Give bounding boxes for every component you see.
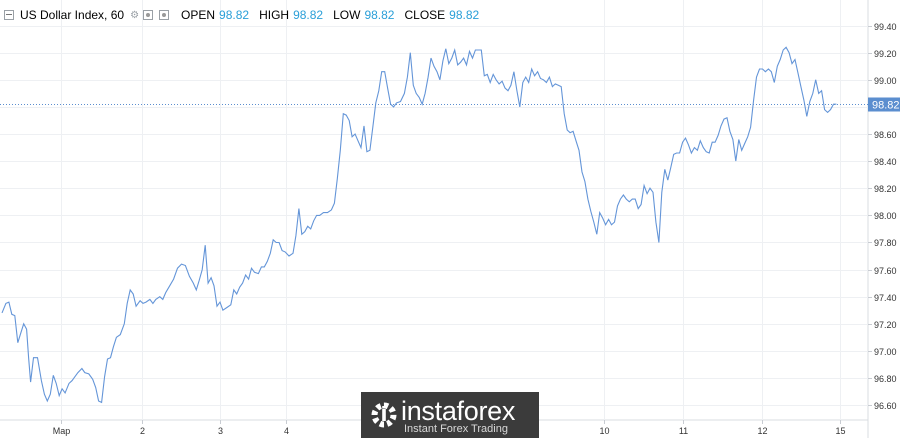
high-label: HIGH xyxy=(259,8,290,22)
x-tick-label: 3 xyxy=(218,426,223,436)
y-tick-label: 98.40 xyxy=(874,157,897,167)
settings-icon[interactable]: ⚙ xyxy=(130,9,140,21)
y-tick-label: 97.80 xyxy=(874,238,897,248)
instaforex-logo-icon xyxy=(371,402,397,428)
high-value: 98.82 xyxy=(293,8,324,22)
low-value: 98.82 xyxy=(364,8,395,22)
current-price-tag xyxy=(868,97,900,112)
x-tick-label: 10 xyxy=(599,426,609,436)
y-tick-label: 98.60 xyxy=(874,130,897,140)
y-axis: 96.60 96.80 97.00 97.20 97.40 97.60 97.80 98.00… xyxy=(868,22,897,411)
chart-legend: US Dollar Index, 60 ⚙ OPEN 98.82 HIGH 98… xyxy=(4,8,479,22)
open-label: OPEN xyxy=(181,8,216,22)
x-tick-label: 15 xyxy=(835,426,845,436)
close-label: CLOSE xyxy=(404,8,446,22)
x-tick-label: 4 xyxy=(284,426,289,436)
x-tick-label: 11 xyxy=(679,426,688,436)
current-price-label: 98.82 xyxy=(872,100,900,112)
instaforex-watermark: instaforex Instant Forex Trading xyxy=(361,392,539,438)
y-tick-label: 98.20 xyxy=(874,184,897,194)
y-tick-label: 97.60 xyxy=(874,266,897,276)
y-tick-label: 97.20 xyxy=(874,320,897,330)
y-tick-label: 99.20 xyxy=(874,49,897,59)
y-tick-label: 96.60 xyxy=(874,401,897,411)
brand-tagline: Instant Forex Trading xyxy=(404,423,508,435)
x-axis: Мар 2 3 4 10 11 12 15 xyxy=(53,420,846,436)
price-series-line xyxy=(1,46,837,404)
hamburger-icon[interactable] xyxy=(4,10,14,20)
chart-grid xyxy=(0,0,869,438)
close-value: 98.82 xyxy=(449,8,480,22)
y-tick-label: 99.00 xyxy=(874,76,897,86)
brand-name: instaforex xyxy=(401,395,516,426)
visibility-icon[interactable] xyxy=(143,10,154,20)
y-tick-label: 98.00 xyxy=(874,211,897,221)
indicator-icon[interactable] xyxy=(159,10,170,20)
x-tick-label: 2 xyxy=(140,426,145,436)
y-tick-label: 96.80 xyxy=(874,374,897,384)
open-value: 98.82 xyxy=(219,8,250,22)
y-tick-label: 97.00 xyxy=(874,347,897,357)
y-tick-label: 99.40 xyxy=(874,22,897,32)
x-tick-label: 12 xyxy=(757,426,767,436)
x-tick-label: Мар xyxy=(53,426,71,436)
low-label: LOW xyxy=(333,8,361,22)
symbol-title: US Dollar Index, 60 xyxy=(20,8,125,22)
y-tick-label: 97.40 xyxy=(874,293,897,303)
